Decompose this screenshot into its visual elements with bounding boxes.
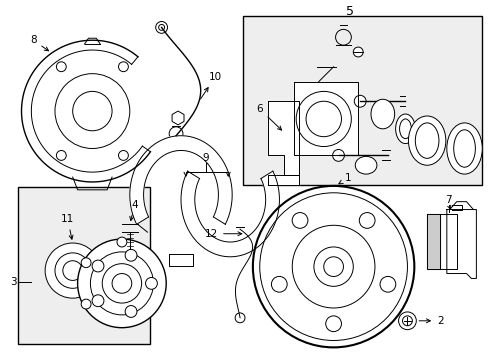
Circle shape (81, 258, 91, 267)
Circle shape (55, 253, 90, 288)
Circle shape (313, 247, 352, 286)
Circle shape (291, 212, 307, 228)
Circle shape (292, 225, 374, 308)
Circle shape (259, 193, 407, 341)
Circle shape (81, 299, 91, 309)
Text: 3: 3 (10, 278, 16, 287)
Circle shape (92, 260, 104, 272)
Text: 7: 7 (445, 195, 451, 205)
Circle shape (145, 278, 157, 289)
Circle shape (332, 149, 344, 161)
Circle shape (125, 306, 137, 318)
Ellipse shape (355, 156, 376, 174)
Polygon shape (426, 215, 456, 269)
Ellipse shape (453, 130, 474, 167)
Polygon shape (129, 136, 232, 224)
Text: 8: 8 (30, 35, 48, 51)
Polygon shape (294, 82, 358, 156)
Circle shape (379, 276, 395, 292)
Circle shape (78, 239, 166, 328)
Circle shape (325, 316, 341, 332)
Circle shape (359, 212, 374, 228)
Text: 4: 4 (129, 199, 138, 221)
Text: 5: 5 (346, 5, 354, 18)
Text: 11: 11 (61, 215, 74, 239)
Text: 12: 12 (204, 229, 241, 239)
Circle shape (117, 237, 126, 247)
Circle shape (252, 186, 413, 347)
Polygon shape (426, 215, 439, 269)
Circle shape (45, 243, 100, 298)
Circle shape (353, 95, 366, 107)
Ellipse shape (414, 123, 438, 158)
Circle shape (125, 249, 137, 261)
Polygon shape (446, 210, 475, 278)
Ellipse shape (399, 119, 410, 139)
Polygon shape (267, 101, 299, 175)
Bar (243, 15, 481, 185)
Text: 2: 2 (418, 316, 443, 326)
Bar (18, 187, 150, 345)
Text: 6: 6 (256, 104, 281, 130)
Text: 9: 9 (202, 153, 208, 163)
Ellipse shape (395, 114, 414, 144)
Circle shape (92, 295, 104, 307)
Text: 1: 1 (338, 173, 351, 184)
Text: 10: 10 (200, 72, 222, 99)
Ellipse shape (370, 99, 394, 129)
Circle shape (352, 47, 363, 57)
Ellipse shape (407, 116, 445, 165)
Polygon shape (267, 175, 299, 185)
Ellipse shape (446, 123, 481, 174)
Circle shape (102, 264, 142, 303)
Polygon shape (181, 171, 279, 257)
Circle shape (90, 252, 153, 315)
Circle shape (271, 276, 286, 292)
